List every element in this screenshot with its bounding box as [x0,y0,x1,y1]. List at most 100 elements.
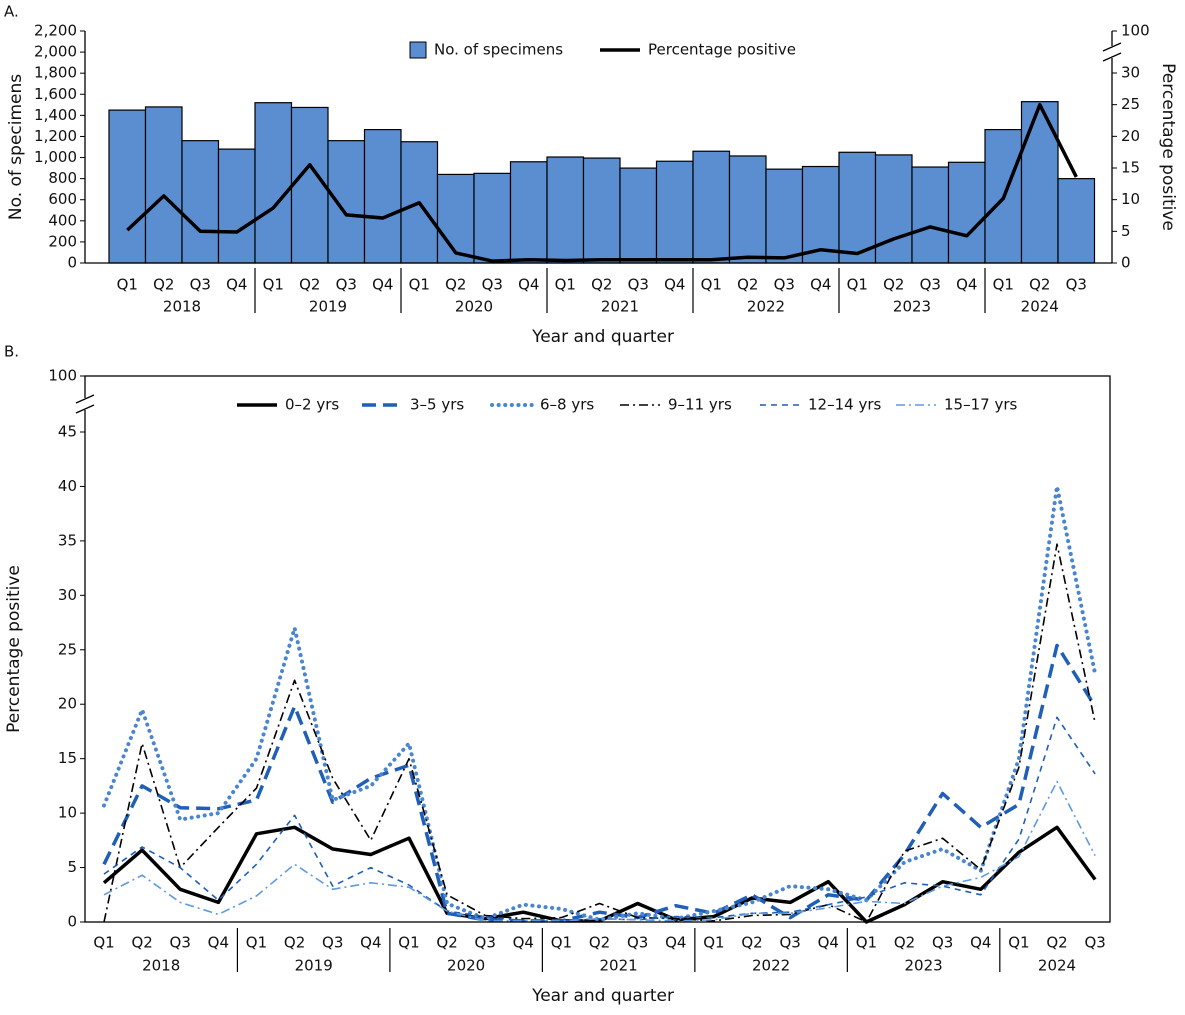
y-tick-label: 10 [58,804,77,822]
y2-tick-label: 5 [1121,222,1131,240]
y2-tick-label: 15 [1121,159,1140,177]
x-tick-label: Q2 [591,276,612,294]
bar [436,173,475,264]
bar [400,141,439,264]
y-tick-label: 1,000 [34,148,77,166]
x-tick-label: Q3 [774,276,795,294]
x-group-label: 2019 [309,298,347,316]
x-tick-label: Q4 [208,934,229,952]
bar [217,148,256,264]
series-line [103,543,1096,923]
y-tick-label: 800 [48,169,77,187]
y-tick-label: 0 [67,254,77,272]
legend-label: 15–17 yrs [944,396,1017,414]
bar [327,140,366,264]
legend-label: 3–5 yrs [410,396,464,414]
y-tick-label: 15 [58,749,77,767]
series-line [102,825,1097,924]
x-tick-label: Q2 [131,934,152,952]
x-tick-label: Q1 [701,276,722,294]
y-tick-label: 25 [58,640,77,658]
series-line [103,716,1096,922]
x-tick-label: Q4 [970,934,991,952]
legend-label: 12–14 yrs [808,396,881,414]
x-tick-label: Q3 [1066,276,1087,294]
x-tick-label: Q1 [117,276,138,294]
series-line [102,484,1098,922]
y-tick-label: 400 [48,211,77,229]
bar [619,167,658,264]
y-tick-label: 100 [48,367,77,385]
axis-break [1102,42,1122,52]
x-tick-label: Q1 [856,934,877,952]
bar [692,150,731,264]
axis-break-gap [1104,46,1120,58]
panel-label: B. [4,343,19,361]
y-tick-label: 2,200 [34,22,77,40]
x-tick-label: Q2 [737,276,758,294]
bar [144,106,183,264]
x-group-label: 2020 [455,298,493,316]
y-tick-label: 30 [58,586,77,604]
x-group-label: 2024 [1038,957,1076,975]
y2-tick-label: 10 [1121,190,1140,208]
bar [947,161,986,264]
series-line [102,643,1097,923]
x-tick-label: Q1 [93,934,114,952]
x-tick-label: Q1 [263,276,284,294]
bar [655,160,694,264]
bar [582,157,621,264]
y2-tick-label: 20 [1121,127,1140,145]
x-axis-title: Year and quarter [531,986,674,1006]
x-group-label: 2018 [163,298,201,316]
x-tick-label: Q3 [482,276,503,294]
x-tick-label: Q2 [445,276,466,294]
x-tick-label: Q4 [665,934,686,952]
x-tick-label: Q1 [246,934,267,952]
bar [363,129,402,264]
x-group-label: 2022 [747,298,785,316]
x-tick-label: Q2 [741,934,762,952]
x-tick-label: Q2 [299,276,320,294]
bar [728,155,767,264]
x-group-label: 2023 [893,298,931,316]
x-tick-label: Q2 [1046,934,1067,952]
y2-tick-label: 30 [1121,64,1140,82]
series-line [103,780,1096,922]
y2-tick-label: 100 [1121,22,1150,40]
x-tick-label: Q4 [664,276,685,294]
bar [181,140,220,264]
x-tick-label: Q1 [847,276,868,294]
y-tick-label: 200 [48,232,77,250]
x-tick-label: Q3 [190,276,211,294]
y-tick-label: 45 [58,423,77,441]
x-tick-label: Q1 [398,934,419,952]
x-tick-label: Q2 [589,934,610,952]
x-tick-label: Q3 [336,276,357,294]
legend-label: 9–11 yrs [668,396,732,414]
y2-tick-label: 25 [1121,95,1140,113]
x-group-label: 2023 [904,957,942,975]
y-tick-label: 1,400 [34,106,77,124]
x-tick-label: Q2 [894,934,915,952]
bar [838,151,877,264]
bar [509,161,548,264]
x-tick-label: Q4 [518,276,539,294]
bar [546,156,585,264]
x-tick-label: Q2 [883,276,904,294]
x-tick-label: Q4 [818,934,839,952]
x-tick-label: Q3 [920,276,941,294]
y2-tick-label: 0 [1121,254,1131,272]
x-tick-label: Q3 [475,934,496,952]
bar [765,168,804,264]
x-group-label: 2018 [142,957,180,975]
x-tick-label: Q3 [628,276,649,294]
x-tick-label: Q3 [322,934,343,952]
x-tick-label: Q3 [932,934,953,952]
y-tick-label: 2,000 [34,43,77,61]
y-tick-label: 1,600 [34,85,77,103]
x-tick-label: Q1 [703,934,724,952]
x-tick-label: Q4 [956,276,977,294]
bar [473,172,512,264]
